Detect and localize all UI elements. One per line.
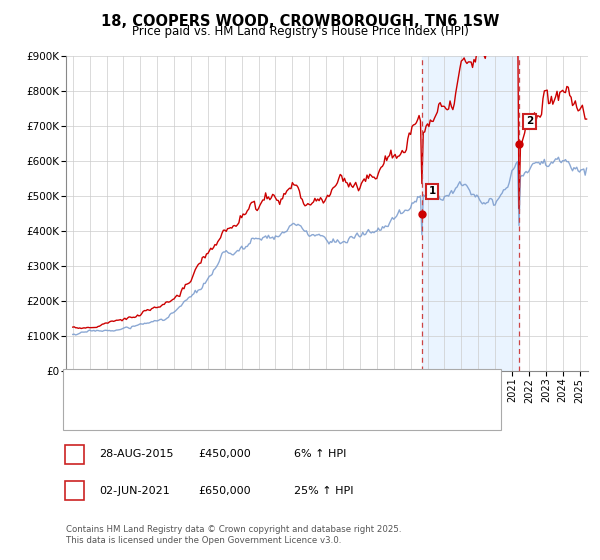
Text: Contains HM Land Registry data © Crown copyright and database right 2025.
This d: Contains HM Land Registry data © Crown c…: [66, 525, 401, 545]
Text: 2: 2: [71, 486, 78, 496]
Text: 02-JUN-2021: 02-JUN-2021: [99, 486, 170, 496]
Text: 28-AUG-2015: 28-AUG-2015: [99, 449, 173, 459]
Text: 18, COOPERS WOOD, CROWBOROUGH, TN6 1SW: 18, COOPERS WOOD, CROWBOROUGH, TN6 1SW: [101, 14, 499, 29]
Text: 18, COOPERS WOOD, CROWBOROUGH, TN6 1SW (detached house): 18, COOPERS WOOD, CROWBOROUGH, TN6 1SW (…: [84, 383, 435, 393]
Text: HPI: Average price, detached house, Wealden: HPI: Average price, detached house, Weal…: [84, 407, 322, 417]
Text: 1: 1: [428, 186, 436, 197]
Text: 2: 2: [526, 116, 533, 127]
Text: 25% ↑ HPI: 25% ↑ HPI: [294, 486, 353, 496]
Text: £450,000: £450,000: [198, 449, 251, 459]
Text: 6% ↑ HPI: 6% ↑ HPI: [294, 449, 346, 459]
Bar: [422, 56, 519, 371]
Text: Price paid vs. HM Land Registry's House Price Index (HPI): Price paid vs. HM Land Registry's House …: [131, 25, 469, 38]
Text: 1: 1: [71, 449, 78, 459]
Text: £650,000: £650,000: [198, 486, 251, 496]
